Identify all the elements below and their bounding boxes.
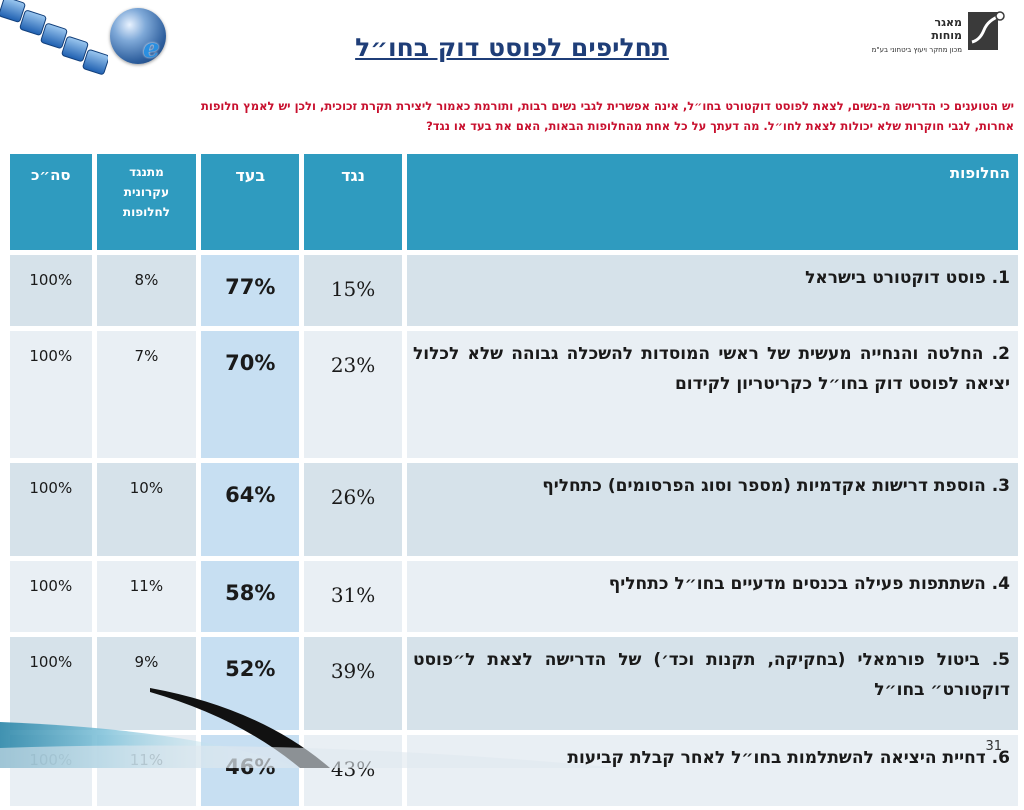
page-title: תחליפים לפוסט דוק בחו״ל [355,33,669,62]
row-oppose-value: 7% [95,330,198,459]
header-alternatives: החלופות [405,153,1019,251]
header-oppose-line-1: מתנגד [129,165,164,179]
logo-line-2: מוחות [931,29,962,42]
row-against-value: 31% [303,560,403,633]
row-total-value: 100% [9,462,93,557]
row-for-value: 77% [200,254,301,327]
row-for-value: 58% [200,560,301,633]
row-against-value: 23% [303,330,403,459]
row-oppose-value: 9% [95,636,198,731]
logo-mark-icon [968,11,1005,50]
intro-line-1: יש הטוענים כי הדרישה מ-נשים, לצאת לפוסט … [201,99,1014,113]
row-oppose-value: 10% [95,462,198,557]
row-total-value: 100% [9,560,93,633]
header-for: בעד [200,153,301,251]
table-row: 2. החלטה והנחייה מעשית של ראשי המוסדות ל… [9,330,1019,459]
row-for-value: 64% [200,462,301,557]
header-oppose-in-principle: מתנגד עקרונית לחלופות [95,153,198,251]
globe-icon [110,8,166,64]
logo-line-1: מאגר [934,16,962,29]
intro-line-2: אחרות, לגבי חוקרות שלא יכולות לצאת לחו״ל… [426,119,1014,133]
header-oppose-line-3: לחלופות [122,205,170,219]
bottom-swoosh-decoration [0,688,620,768]
row-for-value: 70% [200,330,301,459]
row-against-value: 26% [303,462,403,557]
browser-e-icon: e [143,34,160,64]
row-total-value: 100% [9,636,93,731]
intro-text: יש הטוענים כי הדרישה מ-נשים, לצאת לפוסט … [8,96,1014,136]
row-against-value: 39% [303,636,403,731]
page-number: 31 [985,739,1002,754]
row-alternative-text: 5. ביטול פורמאלי (בחקיקה, תקנות וכד׳) של… [405,636,1019,731]
table-header-row: החלופות נגד בעד מתנגד עקרונית לחלופות סה… [9,153,1019,251]
logo-line-3: מכון מחקר ויעוץ ביטחוני בע"מ [871,46,962,54]
row-total-value: 100% [9,330,93,459]
row-alternative-text: 1. פוסט דוקטורט בישראל [405,254,1019,327]
row-total-value: 100% [9,254,93,327]
header-against: נגד [303,153,403,251]
row-alternative-text: 3. הוספת דרישות אקדמיות (מספר וסוג הפרסו… [405,462,1019,557]
row-alternative-text: 4. השתתפות פעילה בכנסים מדעיים בחו״ל כתח… [405,560,1019,633]
brand-logo: מאגר מוחות מכון מחקר ויעוץ ביטחוני בע"מ [868,10,1008,62]
row-alternative-text: 2. החלטה והנחייה מעשית של ראשי המוסדות ל… [405,330,1019,459]
table-row: 4. השתתפות פעילה בכנסים מדעיים בחו״ל כתח… [9,560,1019,633]
row-oppose-value: 8% [95,254,198,327]
blue-keys-decoration [0,0,108,75]
logo-text: מאגר מוחות מכון מחקר ויעוץ ביטחוני בע"מ [872,16,962,57]
row-oppose-value: 11% [95,560,198,633]
table-row: 5. ביטול פורמאלי (בחקיקה, תקנות וכד׳) של… [9,636,1019,731]
header-oppose-line-2: עקרונית [123,185,170,199]
header-total: סה״כ [9,153,93,251]
table-row: 1. פוסט דוקטורט בישראל 15% 77% 8% 100% [9,254,1019,327]
table-row: 3. הוספת דרישות אקדמיות (מספר וסוג הפרסו… [9,462,1019,557]
row-against-value: 15% [303,254,403,327]
